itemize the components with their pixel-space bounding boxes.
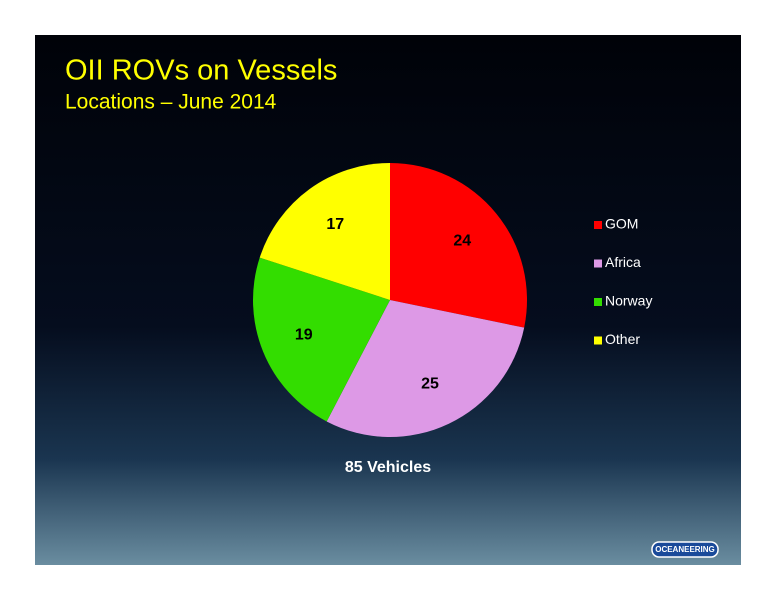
legend-label: Other <box>605 331 640 347</box>
pie-slice <box>253 257 390 422</box>
logo-text: OCEANEERING <box>655 545 715 554</box>
legend-label: Africa <box>605 254 641 270</box>
legend-swatch <box>594 298 602 306</box>
data-label: 24 <box>453 232 471 249</box>
logo-badge <box>651 541 719 558</box>
data-label: 19 <box>295 326 313 343</box>
data-label: 17 <box>326 216 344 233</box>
pie-slice <box>326 300 525 437</box>
chart-subtitle: Locations – June 2014 <box>65 91 277 114</box>
legend-label: GOM <box>605 216 638 232</box>
legend-swatch <box>594 221 602 229</box>
data-label: 25 <box>421 375 439 392</box>
chart-title: OII ROVs on Vessels <box>65 55 337 87</box>
pie-slice <box>259 163 390 300</box>
legend-swatch <box>594 336 602 345</box>
pie-slice <box>390 163 527 328</box>
annotation: 85 Vehicles <box>345 459 431 476</box>
logo: OCEANEERING <box>651 541 719 558</box>
legend-swatch <box>594 259 602 268</box>
legend-label: Norway <box>605 293 652 309</box>
